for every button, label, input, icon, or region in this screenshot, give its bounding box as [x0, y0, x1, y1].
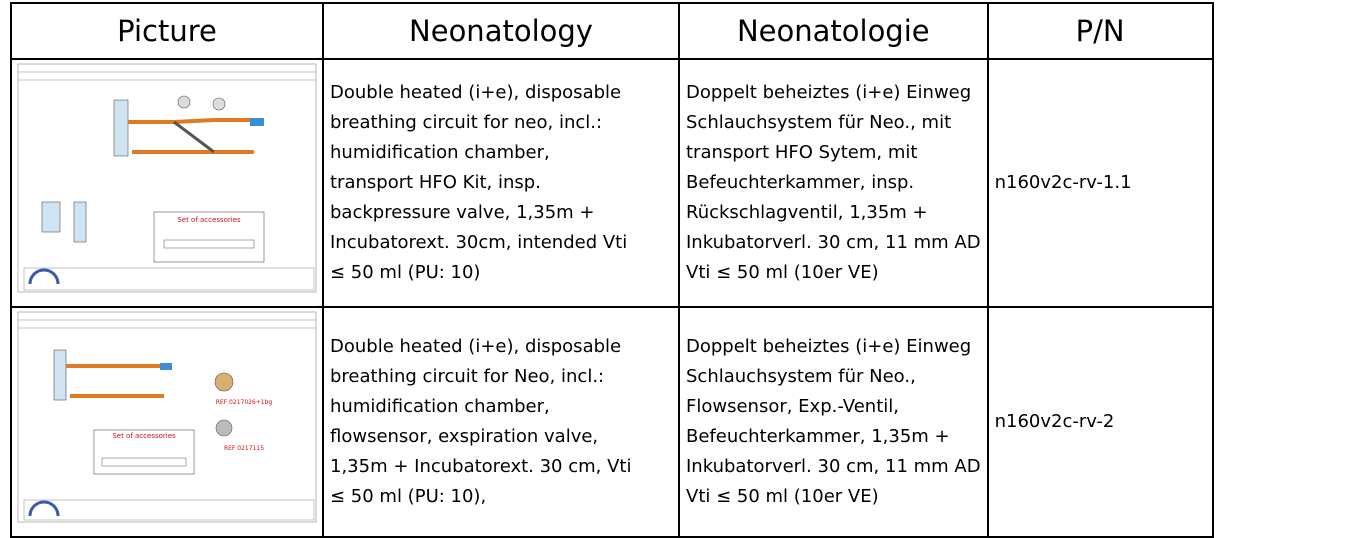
- text-line: Rückschlagventil, 1,35m +: [686, 198, 981, 228]
- text-line: 1,35m + Incubatorext. 30 cm, Vti: [330, 452, 672, 482]
- text-line: Vti ≤ 50 ml (10er VE): [686, 482, 981, 512]
- text-line: ≤ 50 ml (PU: 10): [330, 258, 672, 288]
- text-line: Vti ≤ 50 ml (10er VE): [686, 258, 981, 288]
- text-line: Double heated (i+e), disposable: [330, 332, 672, 362]
- text-line: Double heated (i+e), disposable: [330, 78, 672, 108]
- product-table: Picture Neonatology Neonatologie P/N Set…: [10, 2, 1214, 538]
- text-line: Schlauchsystem für Neo.,: [686, 362, 981, 392]
- pn-cell: n160v2c-rv-2: [988, 307, 1213, 537]
- header-cell: Picture: [11, 3, 323, 59]
- text-line: backpressure valve, 1,35m +: [330, 198, 672, 228]
- text-line: Befeuchterkammer, insp.: [686, 168, 981, 198]
- picture-cell: REF 0217026+1bg REF 0217115 Set of acces…: [11, 307, 323, 537]
- header-cell: Neonatologie: [679, 3, 988, 59]
- drawing-label: Set of accessories: [177, 216, 241, 224]
- text-line: breathing circuit for Neo, incl.:: [330, 362, 672, 392]
- text-line: Inkubatorverl. 30 cm, 11 mm AD: [686, 228, 981, 258]
- header-cell: Neonatology: [323, 3, 679, 59]
- picture-cell: Set of accessories: [11, 59, 323, 307]
- drawing-label: REF 0217115: [224, 445, 264, 452]
- drawing: REF 0217026+1bg REF 0217115 Set of acces…: [14, 310, 320, 524]
- pn-cell: n160v2c-rv-1.1: [988, 59, 1213, 307]
- text-line: Flowsensor, Exp.-Ventil,: [686, 392, 981, 422]
- drawing-label: REF 0217026+1bg: [216, 399, 273, 406]
- row: REF 0217026+1bg REF 0217115 Set of acces…: [11, 307, 1213, 537]
- header-row: Picture Neonatology Neonatologie P/N: [11, 3, 1213, 59]
- text-line: Doppelt beheiztes (i+e) Einweg: [686, 332, 981, 362]
- text-line: ≤ 50 ml (PU: 10),: [330, 482, 672, 512]
- text-line: Incubatorext. 30cm, intended Vti: [330, 228, 672, 258]
- text-line: Doppelt beheiztes (i+e) Einweg: [686, 78, 981, 108]
- text-line: Befeuchterkammer, 1,35m +: [686, 422, 981, 452]
- page: Picture Neonatology Neonatologie P/N Set…: [0, 0, 1372, 516]
- drawing-label: Set of accessories: [112, 432, 176, 440]
- row: Set of accessories Double heated (i+e), …: [11, 59, 1213, 307]
- text-line: transport HFO Kit, insp.: [330, 168, 672, 198]
- text-line: Inkubatorverl. 30 cm, 11 mm AD: [686, 452, 981, 482]
- text-line: breathing circuit for neo, incl.:: [330, 108, 672, 138]
- text-line: humidification chamber,: [330, 392, 672, 422]
- text-line: Schlauchsystem für Neo., mit: [686, 108, 981, 138]
- header-cell: P/N: [988, 3, 1213, 59]
- text-line: transport HFO Sytem, mit: [686, 138, 981, 168]
- text-line: flowsensor, exspiration valve,: [330, 422, 672, 452]
- text-line: humidification chamber,: [330, 138, 672, 168]
- drawing: Set of accessories: [14, 62, 320, 294]
